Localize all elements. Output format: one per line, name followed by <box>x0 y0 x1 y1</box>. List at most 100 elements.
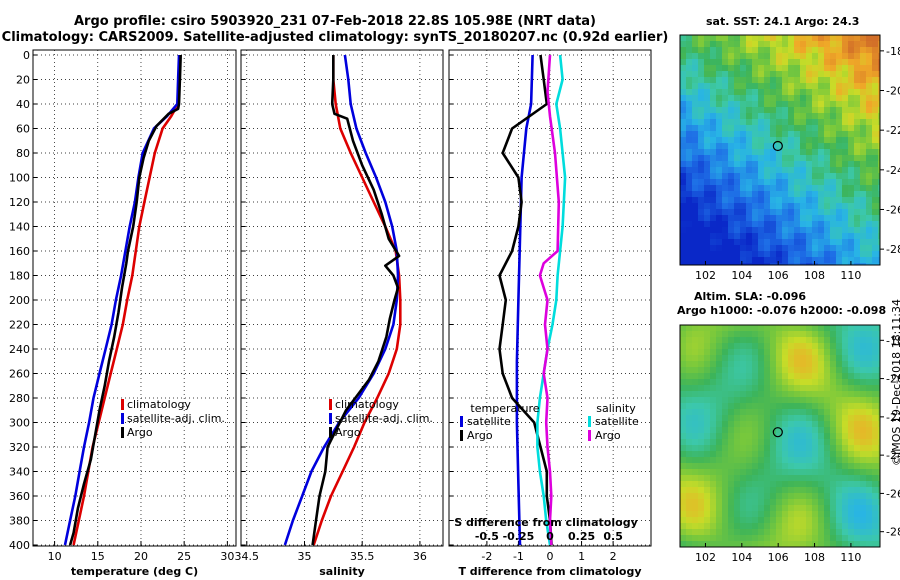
map-cell <box>716 517 723 524</box>
map-cell <box>704 125 711 132</box>
map-cell <box>848 209 855 216</box>
map-cell <box>836 523 843 530</box>
map-cell <box>686 203 693 210</box>
map-cell <box>722 337 729 344</box>
map-cell <box>788 131 795 138</box>
map-cell <box>836 53 843 60</box>
map-cell <box>794 391 801 398</box>
map-cell <box>794 505 801 512</box>
map-cell <box>776 349 783 356</box>
map-cell <box>698 77 705 84</box>
map-cell <box>776 179 783 186</box>
map-lat-label: -18 <box>886 334 900 347</box>
map-cell <box>692 439 699 446</box>
map-cell <box>716 245 723 252</box>
map-cell <box>704 505 711 512</box>
map-cell <box>848 77 855 84</box>
map-cell <box>722 113 729 120</box>
map-cell <box>806 445 813 452</box>
map-cell <box>872 505 879 512</box>
legend-title-salinity: salinity <box>596 402 636 415</box>
map-cell <box>866 457 873 464</box>
map-cell <box>746 263 753 265</box>
map-cell <box>722 529 729 536</box>
map-cell <box>830 173 837 180</box>
map-cell <box>752 535 759 542</box>
map-cell <box>782 203 789 210</box>
map-cell <box>710 535 717 542</box>
map-cell <box>698 221 705 228</box>
map-cell <box>836 59 843 66</box>
map-cell <box>806 361 813 368</box>
map-cell <box>800 523 807 530</box>
map-cell <box>800 59 807 66</box>
map-cell <box>836 47 843 54</box>
map-cell <box>770 59 777 66</box>
map-cell <box>866 505 873 512</box>
map-cell <box>800 397 807 404</box>
map-cell <box>722 505 729 512</box>
map-cell <box>806 257 813 264</box>
map-cell <box>848 125 855 132</box>
map-cell <box>740 541 747 547</box>
map-cell <box>722 451 729 458</box>
map-cell <box>818 445 825 452</box>
map-cell <box>758 529 765 536</box>
map-cell <box>794 343 801 350</box>
map-cell <box>872 47 879 54</box>
map-cell <box>716 331 723 338</box>
map-cell <box>794 421 801 428</box>
map-cell <box>824 155 831 162</box>
map-cell <box>752 385 759 392</box>
map-cell <box>710 517 717 524</box>
map-cell <box>698 337 705 344</box>
map-cell <box>692 47 699 54</box>
map-cell <box>800 41 807 48</box>
map-cell <box>854 185 861 192</box>
map-cell <box>704 493 711 500</box>
map-cell <box>866 41 873 48</box>
map-cell <box>728 191 735 198</box>
map-cell <box>728 385 735 392</box>
map-cell <box>872 131 879 138</box>
map-cell <box>746 233 753 240</box>
map-cell <box>752 481 759 488</box>
map-cell <box>716 65 723 72</box>
map-cell <box>860 469 867 476</box>
map-cell <box>776 325 783 332</box>
map-cell <box>740 433 747 440</box>
map-cell <box>836 197 843 204</box>
map-cell <box>758 397 765 404</box>
map-cell <box>680 101 687 108</box>
map-cell <box>848 197 855 204</box>
map-cell <box>686 505 693 512</box>
map-cell <box>758 113 765 120</box>
map-cell <box>812 337 819 344</box>
legend-swatch <box>460 430 463 441</box>
map-cell <box>716 403 723 410</box>
map-cell <box>758 481 765 488</box>
map-cell <box>716 107 723 114</box>
legend-swatch <box>329 399 332 410</box>
map-cell <box>746 227 753 234</box>
map-cell <box>878 125 880 132</box>
map-cell <box>878 331 880 338</box>
map-cell <box>824 77 831 84</box>
map-cell <box>776 197 783 204</box>
map-cell <box>866 179 873 186</box>
map-cell <box>806 535 813 542</box>
map-cell <box>692 331 699 338</box>
map-cell <box>830 83 837 90</box>
map-cell <box>812 125 819 132</box>
map-cell <box>830 197 837 204</box>
map-cell <box>788 505 795 512</box>
map-cell <box>746 343 753 350</box>
map-cell <box>794 185 801 192</box>
map-cell <box>860 77 867 84</box>
map-cell <box>878 149 880 156</box>
map-cell <box>854 517 861 524</box>
map-cell <box>752 197 759 204</box>
map-cell <box>710 331 717 338</box>
map-cell <box>704 361 711 368</box>
map-cell <box>812 499 819 506</box>
